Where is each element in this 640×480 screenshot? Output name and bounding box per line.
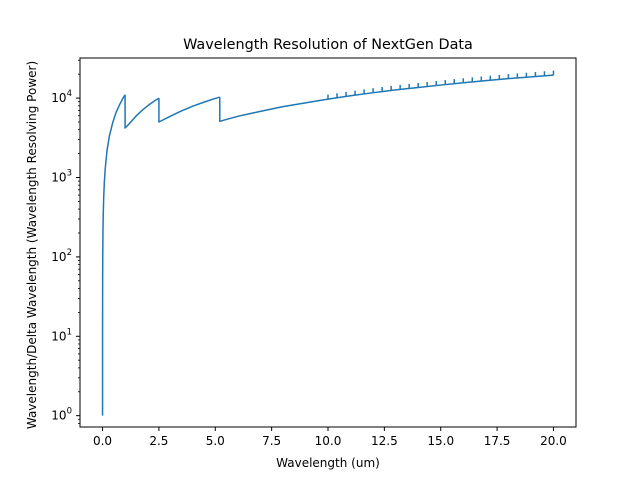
x-tick-label: 10.0 — [315, 434, 342, 448]
x-tick-label: 12.5 — [371, 434, 398, 448]
data-series — [101, 70, 555, 416]
y-tick-label: 101 — [51, 327, 72, 343]
series-line — [158, 96, 220, 123]
chart-title: Wavelength Resolution of NextGen Data — [183, 37, 473, 53]
x-tick-label: 2.5 — [149, 434, 168, 448]
y-axis-ticks: 100 101 102 103 104 — [51, 59, 80, 424]
x-tick-label: 15.0 — [427, 434, 454, 448]
y-tick-label: 102 — [51, 248, 72, 264]
x-axis-label: Wavelength (um) — [276, 456, 380, 470]
series-line — [101, 94, 126, 416]
y-tick-label: 104 — [51, 89, 72, 105]
x-tick-label: 20.0 — [540, 434, 567, 448]
y-axis-label: Wavelength/Delta Wavelength (Wavelength … — [25, 61, 39, 429]
x-tick-label: 17.5 — [484, 434, 511, 448]
axes-frame — [79, 57, 577, 428]
y-tick-label: 103 — [51, 168, 72, 184]
x-tick-label: 0.0 — [93, 434, 112, 448]
y-tick-label: 100 — [51, 407, 72, 423]
x-axis-ticks: 0.0 2.5 5.0 7.5 10.0 12.5 15.0 17.5 20.0 — [93, 427, 567, 448]
series-line — [124, 94, 160, 129]
x-tick-label: 5.0 — [206, 434, 225, 448]
x-tick-label: 7.5 — [262, 434, 281, 448]
